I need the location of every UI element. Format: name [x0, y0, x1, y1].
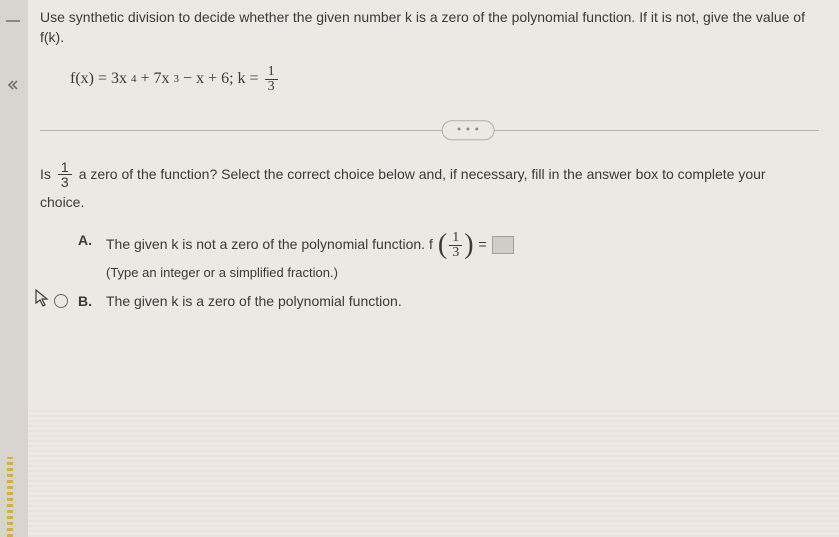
radio-b[interactable]	[54, 294, 68, 308]
equation-text: f(x) = 3x	[70, 68, 127, 90]
answer-choices: A. The given k is not a zero of the poly…	[54, 231, 819, 312]
choice-b[interactable]: B. The given k is a zero of the polynomi…	[54, 292, 819, 312]
cursor-icon	[32, 288, 52, 308]
expand-pill[interactable]: • • •	[442, 120, 495, 139]
fraction-numerator: 1	[265, 65, 278, 80]
equation-text: − x + 6; k =	[183, 68, 259, 90]
equals-sign: =	[479, 235, 487, 255]
choice-a-text: The given k is not a zero of the polynom…	[106, 235, 433, 255]
divider-line	[40, 130, 819, 131]
fraction-numerator: 1	[58, 160, 72, 175]
answer-input[interactable]	[492, 236, 514, 254]
question-text: a zero of the function? Select the corre…	[79, 165, 766, 185]
question-text: choice.	[40, 193, 819, 213]
fraction-numerator: 1	[449, 231, 462, 246]
f-of-k: ( 1 3 )	[438, 231, 474, 260]
choice-a-hint: (Type an integer or a simplified fractio…	[106, 264, 819, 282]
collapse-icon[interactable]	[6, 78, 20, 92]
choice-a[interactable]: A. The given k is not a zero of the poly…	[54, 231, 819, 282]
sub-question: Is 1 3 a zero of the function? Select th…	[40, 160, 819, 189]
k-fraction: 1 3	[265, 65, 278, 94]
equation-text: + 7x	[141, 68, 170, 90]
choice-a-letter: A.	[78, 231, 96, 251]
left-margin	[0, 0, 28, 537]
exponent-4: 4	[131, 72, 137, 87]
fraction-denominator: 3	[265, 80, 278, 94]
margin-pattern	[7, 457, 13, 537]
choice-b-letter: B.	[78, 292, 96, 312]
question-fraction: 1 3	[58, 160, 72, 189]
choice-b-text: The given k is a zero of the polynomial …	[106, 292, 819, 312]
texture-overlay	[28, 407, 839, 537]
section-divider: • • •	[40, 120, 819, 140]
polynomial-equation: f(x) = 3x 4 + 7x 3 − x + 6; k = 1 3	[70, 65, 819, 94]
question-text: Is	[40, 165, 51, 185]
fraction-denominator: 3	[58, 175, 72, 189]
exponent-3: 3	[174, 72, 180, 87]
fraction-denominator: 3	[449, 246, 462, 260]
question-prompt: Use synthetic division to decide whether…	[40, 8, 819, 47]
question-page: Use synthetic division to decide whether…	[0, 0, 839, 537]
choice-a-body: The given k is not a zero of the polynom…	[106, 231, 819, 282]
